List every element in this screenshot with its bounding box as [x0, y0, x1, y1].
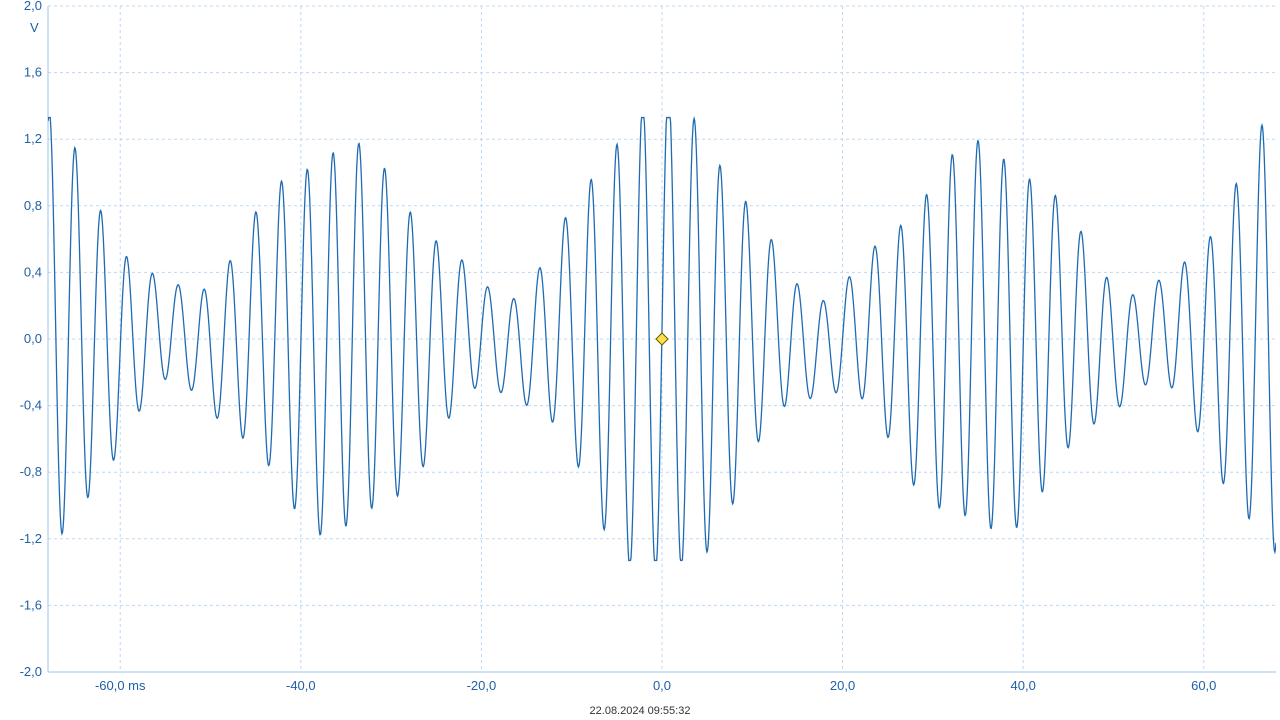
y-tick-label: 0,0 [24, 331, 42, 346]
x-tick-label: -60,0 ms [95, 678, 146, 693]
x-tick-label: -40,0 [286, 678, 316, 693]
y-tick-label: -1,6 [20, 597, 42, 612]
x-tick-label: 60,0 [1191, 678, 1216, 693]
y-tick-label: 1,6 [24, 65, 42, 80]
x-tick-label: 20,0 [830, 678, 855, 693]
x-tick-label: 40,0 [1011, 678, 1036, 693]
y-tick-label: -0,8 [20, 464, 42, 479]
x-tick-label: 0,0 [653, 678, 671, 693]
y-tick-label: 0,8 [24, 198, 42, 213]
y-unit-label: V [30, 20, 39, 35]
y-tick-label: 2,0 [24, 0, 42, 13]
y-tick-label: -0,4 [20, 398, 42, 413]
y-tick-label: -2,0 [20, 664, 42, 679]
y-tick-label: 0,4 [24, 264, 42, 279]
y-tick-label: -1,2 [20, 531, 42, 546]
x-tick-label: -20,0 [467, 678, 497, 693]
oscilloscope-chart: -2,0 -1,6 -1,2 -0,8 -0,4 0,0 0,4 0,8 1,2 1,6 2,0 V -… [0, 0, 1280, 720]
capture-timestamp: 22.08.2024 09:55:32 [590, 705, 691, 717]
y-tick-label: 1,2 [24, 131, 42, 146]
